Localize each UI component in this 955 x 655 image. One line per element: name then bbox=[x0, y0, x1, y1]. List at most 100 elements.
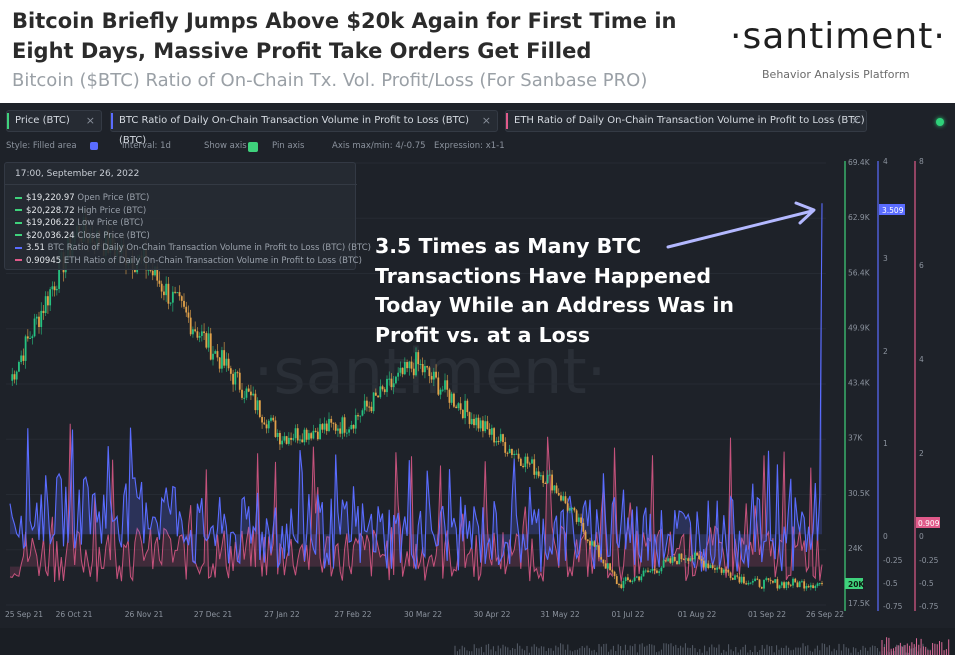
price-candle bbox=[537, 471, 540, 477]
price-candle bbox=[522, 465, 524, 468]
x-axis-ticks: 25 Sep 21 26 Oct 21 26 Nov 21 27 Dec 21 27 J… bbox=[5, 610, 844, 619]
close-icon[interactable]: × bbox=[85, 114, 95, 127]
price-candle bbox=[339, 428, 342, 434]
price-candle bbox=[649, 570, 652, 572]
price-candle bbox=[31, 336, 34, 338]
price-candle bbox=[395, 376, 397, 384]
axis-maxmin-selector[interactable]: Axis max/min: 4/-0.75 bbox=[332, 141, 426, 151]
price-candle bbox=[629, 580, 632, 582]
price-candle bbox=[805, 586, 808, 589]
price-candle bbox=[283, 436, 286, 441]
price-candle bbox=[205, 333, 208, 348]
price-candle bbox=[321, 424, 324, 430]
price-candle bbox=[354, 415, 357, 429]
price-candle bbox=[513, 453, 516, 455]
price-candle bbox=[214, 351, 217, 354]
legend-label: ETH Ratio of Daily On-Chain Transaction … bbox=[61, 255, 362, 266]
price-candle bbox=[653, 568, 656, 571]
close-icon[interactable]: × bbox=[481, 114, 491, 127]
price-candle bbox=[749, 582, 752, 584]
price-candle bbox=[569, 508, 571, 511]
price-candle bbox=[814, 585, 817, 589]
style-selector[interactable]: Style: Filled area bbox=[6, 141, 77, 151]
price-candle bbox=[330, 418, 333, 423]
btc-ratio-color-marker bbox=[111, 113, 113, 129]
price-candle bbox=[238, 372, 241, 390]
price-candle bbox=[426, 366, 429, 368]
price-candle bbox=[801, 581, 803, 583]
price-candle bbox=[736, 575, 739, 577]
price-candle bbox=[33, 318, 36, 337]
price-candle bbox=[669, 558, 672, 563]
color-swatch[interactable]: ▾ bbox=[90, 142, 98, 152]
price-candle bbox=[464, 400, 466, 419]
btc-ratio-line bbox=[9, 203, 823, 572]
price-candle bbox=[156, 266, 159, 281]
legend-label: High Price (BTC) bbox=[74, 205, 147, 216]
price-candle bbox=[292, 438, 295, 440]
price-axis-tick: 17.5K bbox=[848, 599, 871, 608]
page-subtitle: Bitcoin ($BTC) Ratio of On-Chain Tx. Vol… bbox=[12, 70, 648, 91]
price-candle bbox=[466, 400, 469, 413]
legend-date: 17:00, September 26, 2022 bbox=[15, 169, 140, 179]
eth-axis-tick: -0.75 bbox=[919, 602, 939, 611]
price-candle bbox=[328, 418, 330, 432]
price-candle bbox=[468, 412, 471, 425]
price-candle bbox=[691, 558, 694, 560]
price-candle bbox=[439, 389, 442, 395]
price-candle bbox=[357, 415, 359, 417]
price-candle bbox=[265, 424, 268, 429]
eth-axis-tick: -0.5 bbox=[919, 579, 934, 588]
price-candle bbox=[24, 336, 27, 361]
pin-axis-toggle[interactable]: Pin axis bbox=[272, 141, 305, 151]
price-candle bbox=[397, 372, 400, 377]
price-axis-tick: 49.9K bbox=[848, 323, 871, 332]
price-candle bbox=[290, 437, 292, 440]
price-candle bbox=[312, 430, 315, 439]
price-candle bbox=[252, 393, 255, 396]
price-candle bbox=[325, 423, 328, 432]
price-candle bbox=[687, 558, 690, 561]
price-axis-tick: 43.4K bbox=[848, 379, 871, 388]
price-candle bbox=[432, 371, 435, 380]
price-candle bbox=[20, 355, 23, 362]
interval-selector[interactable]: Interval: 1d bbox=[122, 141, 171, 151]
price-candle bbox=[401, 367, 404, 375]
x-axis-tick: 01 Jul 22 bbox=[612, 610, 645, 619]
price-candle bbox=[519, 458, 522, 466]
btc-axis-tick: 3 bbox=[883, 254, 888, 263]
price-candle bbox=[493, 428, 495, 443]
price-candle bbox=[379, 386, 382, 398]
price-candle bbox=[444, 380, 446, 390]
annotation-arrow-shaft bbox=[666, 209, 814, 249]
price-candle bbox=[584, 531, 587, 540]
legend-row: 3.51 BTC Ratio of Daily On-Chain Transac… bbox=[15, 243, 371, 253]
show-axis-toggle[interactable]: Show axis bbox=[204, 141, 247, 151]
expression-field[interactable]: Expression: x1-1 bbox=[434, 141, 505, 151]
metric-tab-btc-ratio[interactable]: BTC Ratio of Daily On-Chain Transaction … bbox=[110, 110, 498, 146]
price-candle bbox=[44, 296, 47, 314]
price-candle bbox=[714, 568, 716, 570]
price-candle bbox=[660, 567, 663, 572]
price-candle bbox=[403, 362, 406, 375]
price-candle bbox=[600, 557, 603, 560]
price-candle bbox=[606, 563, 609, 569]
x-axis-tick: 27 Feb 22 bbox=[334, 610, 371, 619]
price-candle bbox=[221, 350, 223, 369]
price-candle bbox=[693, 552, 696, 560]
price-candle bbox=[609, 563, 611, 571]
btc-axis-tick: -0.25 bbox=[883, 556, 903, 565]
price-candle bbox=[551, 474, 553, 491]
price-axis-tick: 37K bbox=[848, 434, 864, 443]
price-candle bbox=[26, 336, 29, 339]
price-candle bbox=[281, 440, 284, 445]
price-current-value: 20K bbox=[848, 580, 865, 589]
price-candle bbox=[560, 495, 562, 501]
metric-tab-eth-ratio[interactable]: ETH Ratio of Daily On-Chain Transaction … bbox=[505, 110, 867, 132]
price-candle bbox=[778, 585, 781, 589]
price-candle bbox=[635, 576, 638, 578]
legend-label: Close Price (BTC) bbox=[74, 230, 150, 241]
price-candle bbox=[598, 545, 600, 558]
metric-tab-price[interactable]: Price (BTC) × bbox=[6, 110, 102, 132]
close-icon[interactable]: × bbox=[850, 114, 860, 127]
